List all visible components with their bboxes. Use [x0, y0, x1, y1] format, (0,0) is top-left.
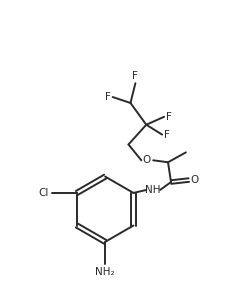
Text: NH₂: NH₂ — [95, 267, 115, 277]
Text: NH: NH — [145, 185, 161, 195]
Text: F: F — [166, 112, 172, 122]
Text: Cl: Cl — [38, 188, 48, 198]
Text: F: F — [132, 71, 138, 81]
Text: F: F — [105, 92, 111, 102]
Text: F: F — [164, 130, 170, 140]
Text: O: O — [191, 175, 199, 185]
Text: O: O — [142, 155, 151, 165]
